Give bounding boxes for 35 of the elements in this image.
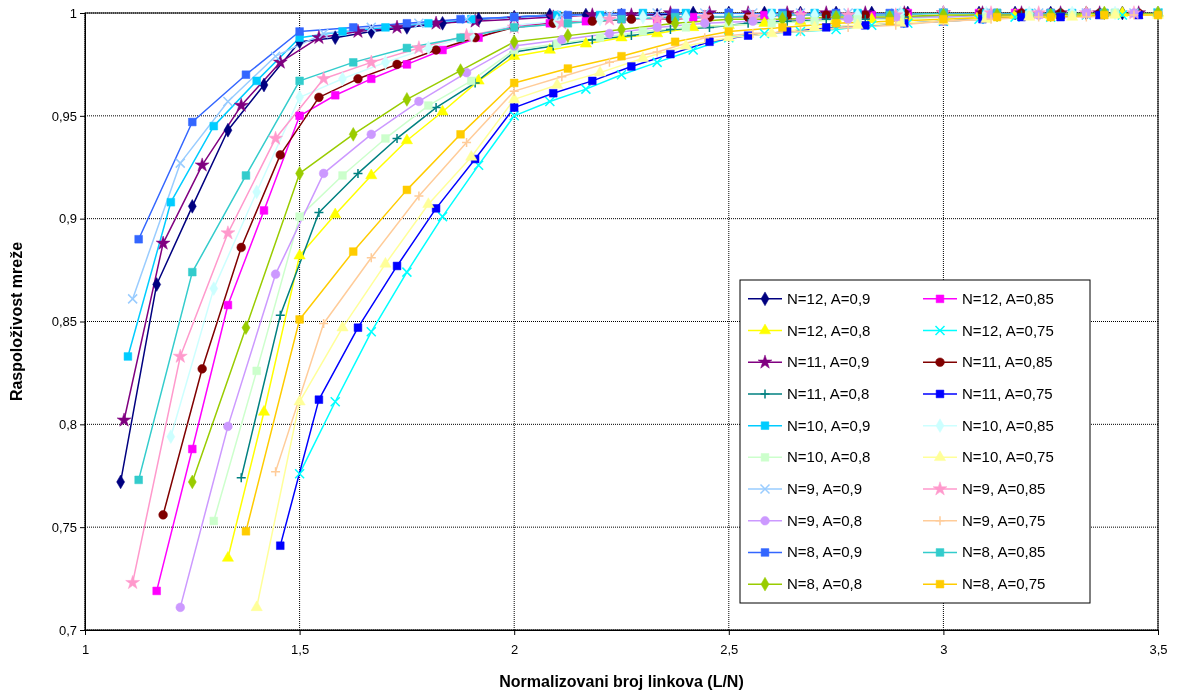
legend-label: N=9, A=0,8 <box>787 511 863 529</box>
x-tick-label: 1 <box>81 641 90 657</box>
legend-label: N=11, A=0,85 <box>962 353 1053 371</box>
x-axis-title: Normalizovani broj linkova (L/N) <box>499 673 744 690</box>
legend-label: N=11, A=0,75 <box>962 384 1053 402</box>
y-tick-label: 1 <box>69 5 77 21</box>
y-axis-title: Raspoloživost mreže <box>8 241 25 402</box>
x-tick-label: 3 <box>940 641 948 657</box>
legend-label: N=8, A=0,8 <box>787 575 863 593</box>
legend-label: N=8, A=0,85 <box>962 543 1046 561</box>
legend-label: N=10, A=0,9 <box>787 416 871 434</box>
x-tick-label: 3,5 <box>1149 641 1168 657</box>
legend-label: N=12, A=0,75 <box>962 321 1054 339</box>
legend-label: N=9, A=0,85 <box>962 480 1046 498</box>
legend-label: N=9, A=0,75 <box>962 511 1046 529</box>
legend-label: N=10, A=0,75 <box>962 448 1054 466</box>
legend-label: N=11, A=0,9 <box>787 353 870 371</box>
legend-label: N=11, A=0,8 <box>787 384 870 402</box>
legend-label: N=12, A=0,9 <box>787 289 871 307</box>
x-tick-label: 2 <box>511 641 519 657</box>
y-tick-label: 0,75 <box>51 519 77 535</box>
x-tick-label: 2,5 <box>720 641 739 657</box>
y-tick-label: 0,8 <box>58 416 77 432</box>
legend-label: N=8, A=0,75 <box>962 575 1046 593</box>
legend-label: N=12, A=0,85 <box>962 289 1054 307</box>
legend-label: N=8, A=0,9 <box>787 543 863 561</box>
y-tick-label: 0,95 <box>51 108 77 124</box>
y-tick-label: 0,9 <box>58 211 77 227</box>
legend-label: N=10, A=0,8 <box>787 448 871 466</box>
legend-label: N=10, A=0,85 <box>962 416 1054 434</box>
legend-label: N=12, A=0,8 <box>787 321 871 339</box>
y-tick-label: 0,7 <box>58 622 77 638</box>
legend-label: N=9, A=0,9 <box>787 480 863 498</box>
y-tick-label: 0,85 <box>51 314 77 330</box>
x-tick-label: 1,5 <box>291 641 310 657</box>
